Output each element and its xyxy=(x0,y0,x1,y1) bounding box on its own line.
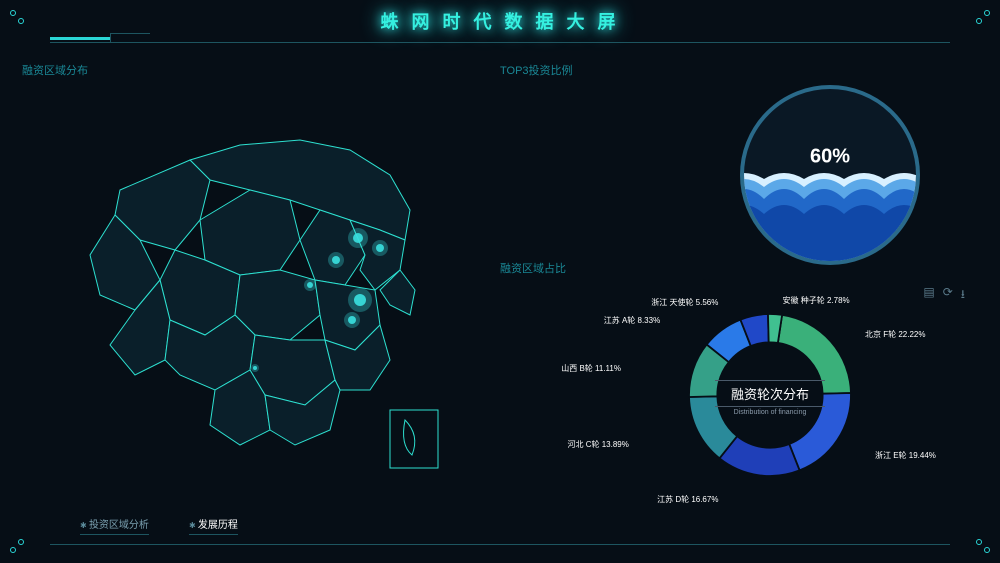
corner-decoration xyxy=(960,533,990,553)
page-title: 蛛 网 时 代 数 据 大 屏 xyxy=(50,8,950,34)
tab-history[interactable]: 发展历程 xyxy=(189,516,238,535)
donut-slice-label: 安徽 种子轮 2.78% xyxy=(783,295,850,306)
section-label-ratio: 融资区域占比 xyxy=(500,260,566,276)
tab-investment-analysis[interactable]: 投资区域分析 xyxy=(80,516,149,535)
header-notch xyxy=(110,33,150,43)
donut-center-title: 融资轮次分布 xyxy=(715,380,825,407)
liquid-ring xyxy=(740,85,920,265)
donut-chart-area: ▤ ⟳ ⭳ 融资轮次分布 Distribution of financing 北… xyxy=(550,285,970,525)
map-svg xyxy=(40,90,480,480)
donut-slice-label: 江苏 D轮 16.67% xyxy=(657,494,718,505)
donut-slice-label: 北京 F轮 22.22% xyxy=(865,329,925,340)
donut-center-subtitle: Distribution of financing xyxy=(715,409,825,416)
download-icon[interactable]: ⭳ xyxy=(961,285,965,306)
liquid-waves xyxy=(744,89,920,265)
donut-slice-label: 河北 C轮 13.89% xyxy=(568,439,629,450)
liquid-value: 60% xyxy=(810,146,850,169)
corner-decoration xyxy=(960,10,990,30)
section-label-top3: TOP3投资比例 xyxy=(500,62,573,78)
chart-toolbar: ▤ ⟳ ⭳ xyxy=(923,285,965,306)
refresh-icon[interactable]: ⟳ xyxy=(943,285,953,306)
corner-decoration xyxy=(10,533,40,553)
bottom-tabs: 投资区域分析 发展历程 xyxy=(80,516,238,535)
china-map[interactable] xyxy=(40,90,480,480)
donut-slice-label: 山西 B轮 11.11% xyxy=(561,363,621,374)
data-view-icon[interactable]: ▤ xyxy=(923,285,934,306)
section-label-map: 融资区域分布 xyxy=(22,62,88,78)
corner-decoration xyxy=(10,10,40,30)
liquid-gauge[interactable]: 60% xyxy=(740,85,920,265)
donut-center: 融资轮次分布 Distribution of financing xyxy=(715,380,825,416)
header-divider xyxy=(50,42,950,43)
donut-slice-label: 浙江 E轮 19.44% xyxy=(875,450,936,461)
header: 蛛 网 时 代 数 据 大 屏 xyxy=(50,8,950,43)
footer-divider xyxy=(50,544,950,545)
donut-slice-label: 江苏 A轮 8.33% xyxy=(604,315,660,326)
donut-slice-label: 浙江 天使轮 5.56% xyxy=(651,297,718,308)
